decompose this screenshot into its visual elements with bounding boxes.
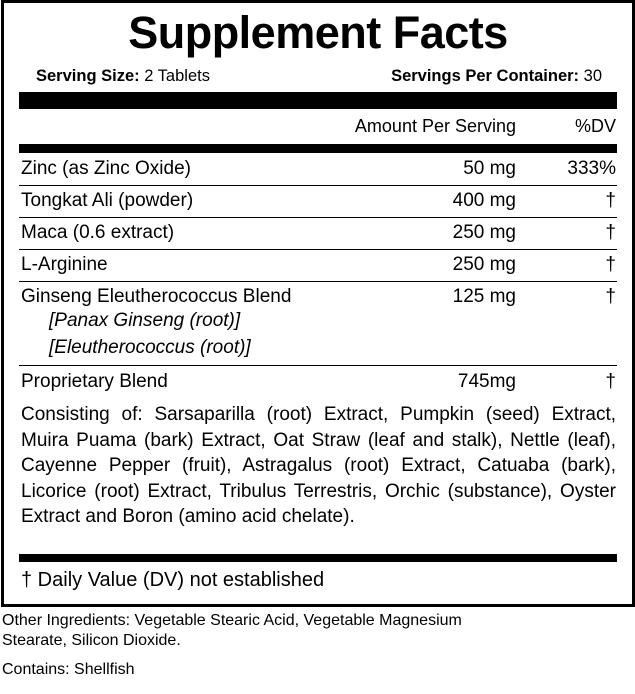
nutrient-dv: † [605, 286, 616, 307]
serving-size-value: 2 Tablets [144, 67, 210, 85]
other-ingredients: Other Ingredients: Vegetable Stearic Aci… [2, 612, 462, 649]
nutrient-row: Zinc (as Zinc Oxide) 50 mg 333% [21, 158, 616, 188]
amount-header: Amount Per Serving [354, 116, 516, 136]
nutrient-row: Proprietary Blend 745mg † [21, 371, 616, 401]
nutrient-row: Ginseng Eleutherococcus Blend 125 mg † [21, 286, 616, 316]
row-divider [19, 281, 617, 282]
nutrient-name: Proprietary Blend [21, 371, 168, 392]
nutrient-amount: 250 mg [452, 254, 516, 275]
nutrient-name: Maca (0.6 extract) [21, 222, 175, 243]
nutrient-amount: 400 mg [452, 190, 516, 211]
blend-component: [Eleutherococcus (root)] [49, 337, 251, 358]
servings-per-container: Servings Per Container: 30 [391, 67, 602, 86]
nutrient-row: L-Arginine 250 mg † [21, 254, 616, 284]
row-divider [19, 185, 617, 186]
thick-divider [19, 92, 617, 109]
nutrient-amount: 125 mg [452, 286, 516, 307]
dv-note-text: † Daily Value (DV) not established [21, 569, 325, 591]
nutrient-name: L-Arginine [21, 254, 108, 275]
servings-per-container-value: 30 [583, 67, 602, 85]
row-divider [19, 249, 617, 250]
nutrient-row: Tongkat Ali (powder) 400 mg † [21, 190, 616, 220]
serving-size-label: Serving Size: [36, 67, 140, 85]
serving-size: Serving Size: 2 Tablets [36, 67, 210, 86]
nutrient-dv: 333% [567, 158, 616, 179]
nutrient-dv: † [605, 190, 616, 211]
supplement-facts-panel: Supplement Facts Serving Size: 2 Tablets… [1, 0, 635, 607]
medium-divider [19, 554, 617, 562]
nutrient-row: Maca (0.6 extract) 250 mg † [21, 222, 616, 252]
row-divider [19, 365, 617, 366]
column-header: Amount Per Serving %DV [21, 116, 616, 146]
blend-description: Consisting of: Sarsaparilla (root) Extra… [21, 404, 616, 527]
nutrient-name: Zinc (as Zinc Oxide) [21, 158, 191, 179]
servings-per-container-label: Servings Per Container: [391, 67, 580, 85]
nutrient-amount: 250 mg [452, 222, 516, 243]
nutrient-amount: 745mg [457, 371, 516, 392]
blend-component: [Panax Ginseng (root)] [49, 310, 241, 331]
nutrient-name: Tongkat Ali (powder) [21, 190, 194, 211]
medium-divider [19, 144, 617, 153]
nutrient-amount: 50 mg [463, 158, 516, 179]
dv-note: † Daily Value (DV) not established [21, 569, 616, 599]
panel-title: Supplement Facts [128, 7, 508, 58]
dv-header: %DV [574, 116, 616, 136]
nutrient-dv: † [605, 254, 616, 275]
nutrient-dv: † [605, 222, 616, 243]
allergen-statement: Contains: Shellfish [2, 661, 135, 678]
row-divider [19, 217, 617, 218]
nutrient-dv: † [605, 371, 616, 392]
nutrient-name: Ginseng Eleutherococcus Blend [21, 286, 292, 307]
